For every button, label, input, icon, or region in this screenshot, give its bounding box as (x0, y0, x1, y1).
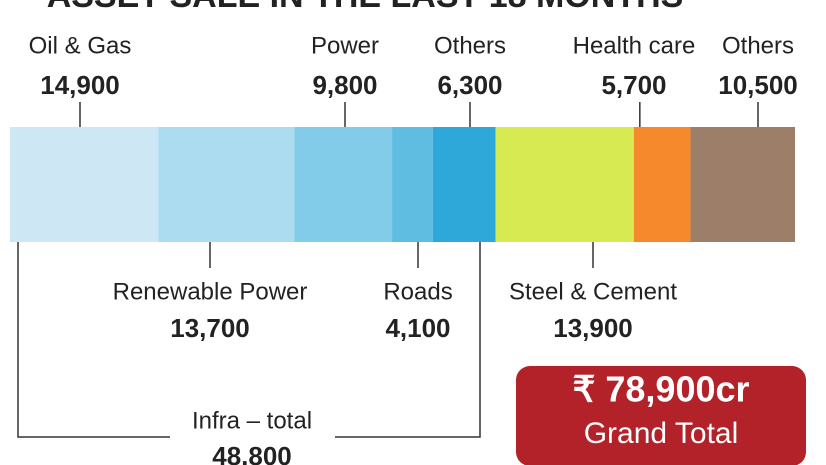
bar-segment (690, 127, 795, 242)
bar-segment (495, 127, 634, 242)
segment-value: 5,700 (601, 70, 666, 100)
segment-name: Power (311, 32, 379, 59)
bar-segment (10, 127, 159, 242)
bar-segment (294, 127, 393, 242)
grand-total-box (516, 366, 806, 465)
bar-segment (392, 127, 433, 242)
segment-name: Others (722, 32, 794, 59)
segment-value: 6,300 (437, 70, 502, 100)
segment-value: 10,500 (718, 70, 798, 100)
segment-name: Roads (383, 278, 452, 305)
grand-total-label: Grand Total (584, 417, 739, 450)
segment-value: 9,800 (312, 70, 377, 100)
grand-total-value: ₹ 78,900cr (572, 369, 749, 410)
bar-segment (432, 127, 496, 242)
segment-name: Oil & Gas (29, 32, 132, 59)
infra-bracket (17, 242, 481, 438)
segment-name: Health care (573, 32, 696, 59)
bar-segment (158, 127, 295, 242)
bracket-right (335, 242, 481, 438)
bracket-left (17, 242, 170, 438)
segment-value: 13,900 (553, 313, 633, 343)
segment-value: 13,700 (170, 313, 250, 343)
segment-name: Steel & Cement (509, 278, 677, 305)
bar-segment (633, 127, 691, 242)
segment-name: Renewable Power (113, 278, 308, 305)
infra-label: Infra – total (192, 407, 312, 434)
segment-value: 14,900 (40, 70, 120, 100)
chart-title: ASSET SALE IN THE LAST 18 MONTHS (47, 0, 684, 15)
segment-name: Others (434, 32, 506, 59)
segment-value: 4,100 (385, 313, 450, 343)
infra-value: 48,800 (212, 441, 292, 465)
